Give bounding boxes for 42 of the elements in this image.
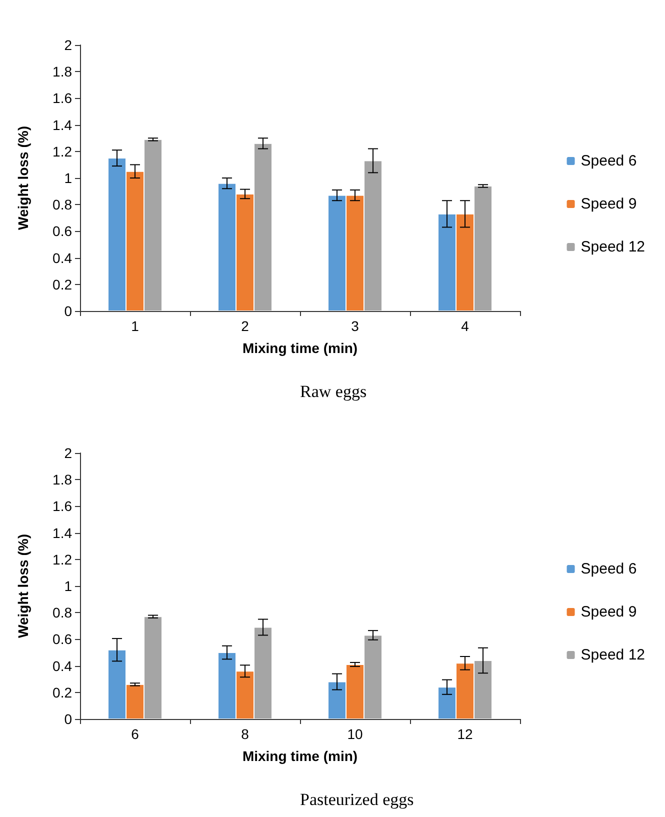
legend-label: Speed 9 — [580, 604, 637, 620]
x-tick-label: 1 — [131, 318, 140, 334]
x-tick-label: 8 — [241, 726, 250, 742]
y-tick-label: 1 — [64, 578, 72, 594]
y-tick-label: 0.8 — [52, 196, 72, 213]
x-tick-label: 10 — [347, 726, 363, 742]
y-tick-label: 0.4 — [52, 658, 72, 674]
y-tick-label: 0.6 — [52, 631, 72, 648]
y-tick-label: 0.4 — [52, 250, 72, 266]
x-tick-label: 6 — [131, 726, 140, 742]
y-tick-label: 0.6 — [52, 223, 72, 240]
y-axis-title: Weight loss (%) — [15, 126, 31, 230]
y-tick-label: 1.6 — [52, 90, 72, 106]
x-tick-label: 2 — [241, 318, 250, 334]
y-tick-label: 1.6 — [52, 498, 72, 514]
legend-label: Speed 9 — [580, 196, 637, 212]
x-axis-title: Mixing time (min) — [242, 340, 358, 356]
legend-label: Speed 6 — [580, 560, 637, 578]
y-tick-label: 1.2 — [52, 551, 72, 568]
y-tick-label: 1.4 — [52, 116, 72, 133]
y-tick-label: 1.4 — [52, 524, 72, 541]
y-tick-label: 1 — [64, 170, 72, 186]
text: Pasteurized eggs — [300, 790, 414, 809]
x-tick-label: 12 — [457, 726, 473, 742]
y-tick-label: 0.8 — [52, 604, 72, 621]
legend-label: Speed 6 — [580, 152, 637, 170]
y-tick-label: 1.8 — [52, 64, 72, 80]
y-axis-title: Weight loss (%) — [15, 534, 31, 638]
y-tick-label: 0 — [64, 303, 72, 319]
y-tick-label: 0 — [64, 711, 72, 727]
y-tick-label: 2 — [64, 445, 72, 461]
y-tick-label: 0.2 — [52, 276, 72, 292]
y-tick-label: 1.2 — [52, 143, 72, 160]
legend-label: Speed 12 — [580, 238, 646, 256]
x-tick-label: 4 — [461, 318, 470, 334]
y-tick-label: 0.2 — [52, 684, 72, 700]
x-axis-title: Mixing time (min) — [242, 748, 358, 764]
y-tick-label: 2 — [64, 37, 72, 53]
x-tick-label: 3 — [351, 318, 360, 334]
text: Raw eggs — [300, 382, 367, 401]
y-tick-label: 1.8 — [52, 472, 72, 488]
legend-label: Speed 12 — [580, 646, 646, 664]
